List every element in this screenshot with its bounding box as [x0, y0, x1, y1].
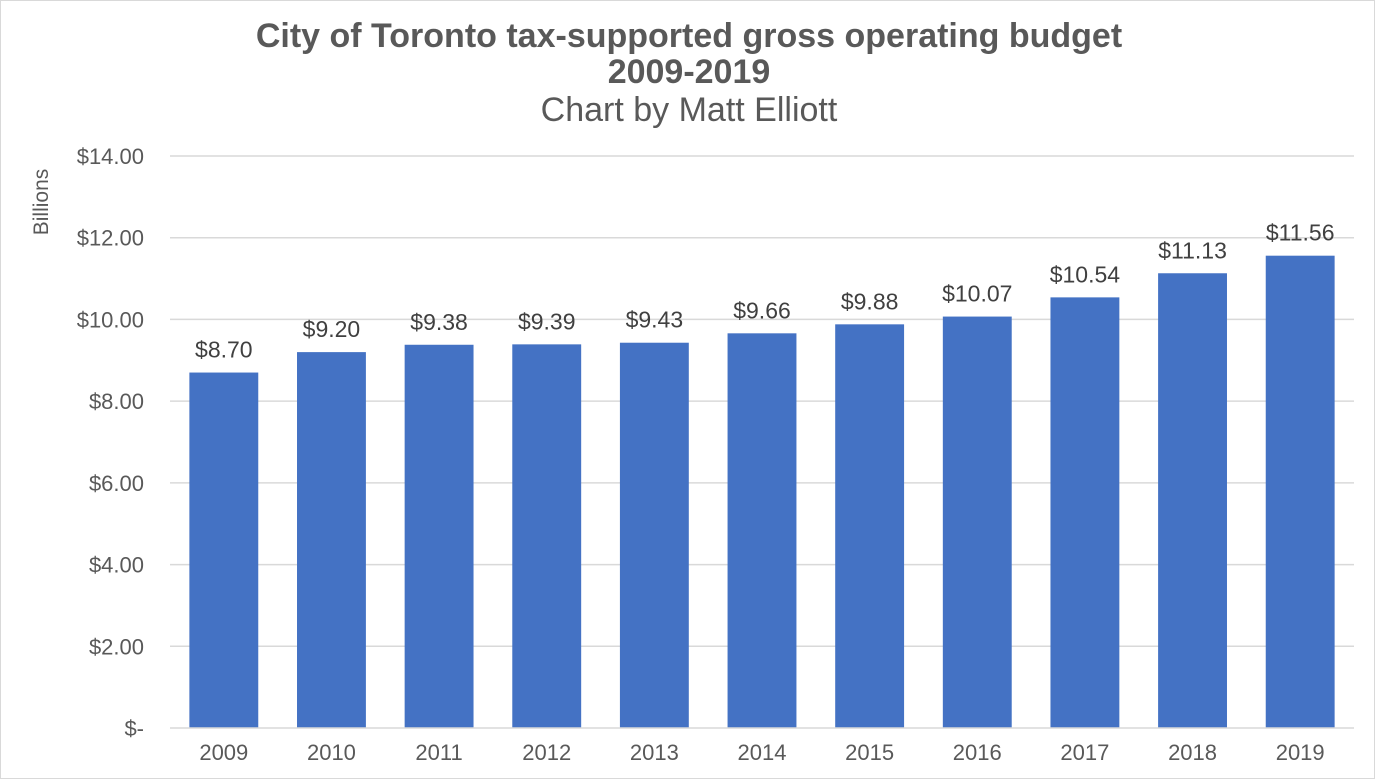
data-label: $11.56	[1266, 220, 1335, 246]
bar	[619, 342, 689, 728]
x-tick-label: 2016	[953, 740, 1002, 765]
data-label: $9.38	[410, 309, 468, 335]
x-tick-label: 2015	[845, 740, 894, 765]
data-label: $9.39	[518, 308, 576, 334]
bar	[512, 344, 582, 728]
data-labels: $8.70 $9.20 $9.38 $9.39 $9.43 $9.66 $9.88 $10.0…	[195, 220, 1334, 363]
x-tick-label: 2011	[415, 740, 462, 765]
y-tick-label: $8.00	[89, 389, 144, 414]
bar	[1158, 273, 1227, 728]
data-label: $10.54	[1050, 261, 1121, 287]
data-label: $8.70	[195, 337, 253, 363]
x-tick-label: 2018	[1168, 740, 1217, 765]
x-axis-ticks: 2009 2010 2011 2012 2013 2014 2015 2016 2017 2018…	[199, 740, 1324, 765]
bar	[727, 333, 797, 728]
chart-title: City of Toronto tax-supported gross oper…	[256, 17, 1122, 55]
x-tick-label: 2009	[199, 740, 248, 765]
data-label: $9.43	[626, 307, 684, 333]
y-tick-label: $6.00	[89, 471, 144, 496]
bar	[1050, 297, 1120, 728]
x-tick-label: 2014	[738, 740, 787, 765]
bar	[1265, 255, 1335, 729]
y-tick-label: $12.00	[77, 226, 144, 251]
y-axis-title: Billions	[30, 169, 53, 236]
data-label: $9.20	[303, 316, 361, 342]
x-tick-label: 2010	[307, 740, 356, 765]
y-tick-label: $-	[124, 716, 144, 741]
x-tick-label: 2019	[1276, 740, 1325, 765]
x-tick-label: 2012	[522, 740, 571, 765]
y-tick-label: $10.00	[77, 307, 144, 332]
x-tick-label: 2017	[1060, 740, 1109, 765]
chart-subtitle: Chart by Matt Elliott	[541, 91, 838, 129]
y-tick-label: $2.00	[89, 634, 144, 659]
data-label: $9.66	[733, 297, 791, 323]
data-label: $10.07	[942, 281, 1012, 307]
y-tick-label: $14.00	[77, 144, 144, 169]
data-label: $9.88	[841, 288, 899, 314]
bar	[942, 316, 1012, 728]
bar	[835, 324, 905, 728]
bar	[404, 344, 474, 728]
y-axis-ticks: $- $2.00 $4.00 $6.00 $8.00 $10.00 $12.00 $14.00	[77, 144, 144, 741]
bar	[297, 352, 366, 728]
chart-title-years: 2009-2019	[608, 53, 771, 91]
bar	[189, 372, 259, 728]
bars	[189, 255, 1335, 729]
y-tick-label: $4.00	[89, 553, 144, 578]
x-tick-label: 2013	[630, 740, 679, 765]
data-label: $11.13	[1158, 237, 1227, 263]
